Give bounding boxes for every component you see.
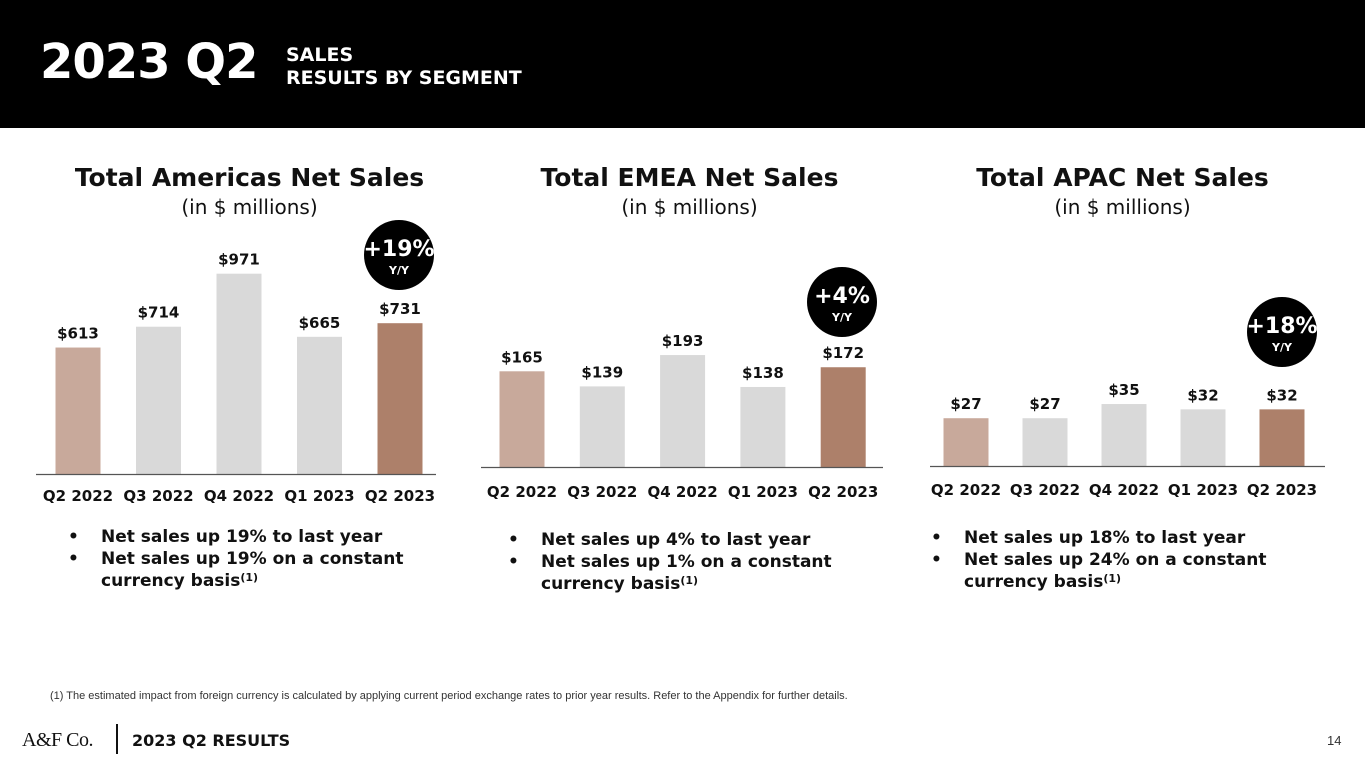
yoy-badge-label: Y/Y (831, 311, 853, 324)
yoy-badge-value: +4% (814, 284, 870, 309)
category-tick-label: Q4 2022 (204, 487, 274, 505)
bar-value-label: $714 (138, 304, 180, 322)
category-tick-label: Q2 2023 (1247, 481, 1317, 499)
footnote-marker: (1) (680, 574, 699, 587)
apac-chart-title: Total APAC Net Sales (976, 163, 1269, 192)
bar (377, 323, 423, 474)
bar (499, 371, 545, 467)
bar (579, 386, 625, 467)
page-subtitle-line1: SALES (286, 44, 354, 66)
emea-bullets: Net sales up 4% to last year Net sales u… (506, 529, 886, 595)
bar (820, 367, 866, 467)
category-tick-label: Q2 2022 (931, 481, 1001, 499)
bar (1259, 409, 1305, 466)
bar-value-label: $35 (1108, 381, 1139, 399)
emea-bullet-1: Net sales up 4% to last year (506, 529, 886, 551)
bar-value-label: $27 (1029, 395, 1060, 413)
apac-bullet-1: Net sales up 18% to last year (929, 527, 1309, 549)
bar (1101, 404, 1147, 466)
yoy-badge (807, 267, 877, 337)
apac-chart-subtitle: (in $ millions) (1054, 195, 1191, 219)
category-tick-label: Q3 2022 (123, 487, 193, 505)
americas-chart-subtitle: (in $ millions) (181, 195, 318, 219)
bar (136, 326, 181, 474)
emea-chart-subtitle: (in $ millions) (621, 195, 758, 219)
yoy-badge (1247, 297, 1317, 367)
page-number: 14 (1327, 733, 1342, 748)
category-tick-label: Q3 2022 (1010, 481, 1080, 499)
category-tick-label: Q4 2022 (1089, 481, 1159, 499)
footer-label: 2023 Q2 RESULTS (132, 731, 291, 750)
emea-bar-chart: $165 Q2 2022 $139 Q3 2022 $193 Q4 2022 $138 Q1 … (481, 267, 883, 501)
bar (1022, 418, 1068, 466)
bar-value-label: $27 (950, 395, 981, 413)
apac-bullet-2: Net sales up 24% on a constant currency … (929, 549, 1309, 593)
page-title: 2023 Q2 (40, 34, 259, 90)
yoy-badge-value: +19% (363, 237, 434, 262)
category-tick-label: Q2 2023 (808, 483, 878, 501)
bar-value-label: $665 (299, 314, 341, 332)
bar-value-label: $139 (581, 363, 623, 381)
bar-value-label: $32 (1266, 386, 1297, 404)
yoy-badge-value: +18% (1246, 314, 1317, 339)
bar-value-label: $138 (742, 364, 784, 382)
bar (216, 273, 262, 474)
footer-divider (116, 724, 118, 754)
americas-chart-title: Total Americas Net Sales (74, 163, 425, 192)
category-tick-label: Q1 2023 (728, 483, 798, 501)
footnote-marker: (1) (240, 571, 259, 584)
company-logo: A&F Co. (22, 729, 93, 751)
apac-panel: Total APAC Net Sales (in $ millions) $27… (895, 128, 1350, 608)
category-tick-label: Q2 2022 (43, 487, 113, 505)
bar (297, 336, 342, 474)
yoy-badge (364, 220, 434, 290)
category-tick-label: Q2 2022 (487, 483, 557, 501)
emea-bullet-2: Net sales up 1% on a constant currency b… (506, 551, 886, 595)
category-tick-label: Q1 2023 (1168, 481, 1238, 499)
bar (740, 386, 786, 467)
apac-bullets: Net sales up 18% to last year Net sales … (929, 527, 1309, 593)
americas-bullets: Net sales up 19% to last year Net sales … (66, 526, 446, 592)
category-tick-label: Q1 2023 (284, 487, 354, 505)
apac-bar-chart: $27 Q2 2022 $27 Q3 2022 $35 Q4 2022 $32 Q1 2023… (930, 297, 1325, 499)
category-tick-label: Q4 2022 (648, 483, 718, 501)
bar (55, 347, 101, 474)
americas-panel: Total Americas Net Sales (in $ millions)… (22, 128, 477, 608)
bar-value-label: $731 (379, 300, 421, 318)
header-bar: 2023 Q2 SALES RESULTS BY SEGMENT (0, 0, 1365, 128)
bar-value-label: $971 (218, 251, 260, 269)
bar-value-label: $193 (662, 332, 704, 350)
yoy-badge-label: Y/Y (1271, 341, 1293, 354)
bar-value-label: $32 (1187, 386, 1218, 404)
bar-value-label: $165 (501, 348, 543, 366)
emea-chart-title: Total EMEA Net Sales (540, 163, 839, 192)
page-subtitle: SALES RESULTS BY SEGMENT (286, 44, 522, 90)
americas-bar-chart: $613 Q2 2022 $714 Q3 2022 $971 Q4 2022 $665 Q1 … (36, 220, 436, 505)
bar (660, 355, 706, 467)
bar-value-label: $613 (57, 325, 99, 343)
footnote-marker: (1) (1103, 572, 1122, 585)
bar (1180, 409, 1226, 466)
bar-value-label: $172 (822, 344, 864, 362)
footnote: (1) The estimated impact from foreign cu… (50, 690, 848, 702)
bar (943, 418, 989, 466)
americas-bullet-2: Net sales up 19% on a constant currency … (66, 548, 446, 592)
emea-panel: Total EMEA Net Sales (in $ millions) $16… (462, 128, 917, 608)
yoy-badge-label: Y/Y (388, 264, 410, 277)
americas-bullet-1: Net sales up 19% to last year (66, 526, 446, 548)
category-tick-label: Q3 2022 (567, 483, 637, 501)
page-subtitle-line2: RESULTS BY SEGMENT (286, 67, 522, 89)
category-tick-label: Q2 2023 (365, 487, 435, 505)
